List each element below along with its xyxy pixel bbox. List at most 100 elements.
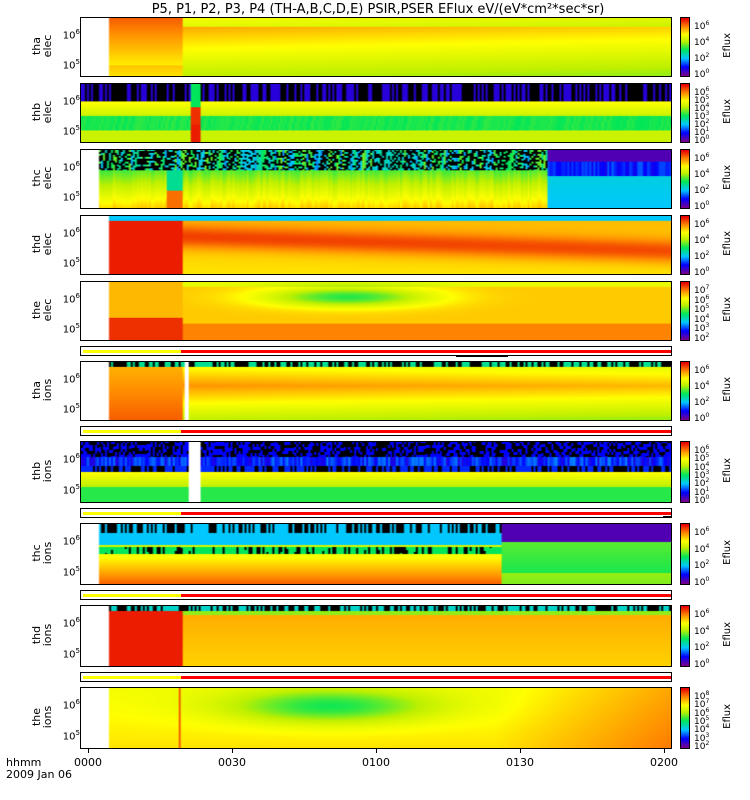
colorbar-canvas: [681, 362, 689, 420]
ytick-label: 105: [62, 321, 80, 336]
ytick-label: 105: [62, 565, 80, 579]
colorbar-tick-label: 102: [694, 52, 710, 64]
colorbar-thb-elec: [680, 83, 690, 143]
colorbar-tick-label: 106: [694, 293, 710, 306]
spectrogram-canvas-thb-elec: [81, 84, 671, 142]
colorbar-tick-label: 104: [694, 460, 710, 473]
mode-segment-yellow: [83, 350, 181, 353]
x-tick-label: 0000: [74, 756, 102, 769]
x-tick-mark: [520, 748, 521, 753]
colorbar-label: Eflux: [722, 704, 733, 729]
mode-segment-yellow: [83, 594, 181, 597]
colorbar-tick-label: 103: [694, 110, 710, 122]
mode-marker: [456, 355, 508, 357]
colorbar-canvas: [681, 282, 689, 340]
colorbar-label: Eflux: [722, 458, 733, 483]
ylabel-tha-elec: tha elec: [30, 28, 54, 64]
mode-bar-the-elec: [80, 346, 672, 357]
colorbar-tick-label: 106: [694, 86, 710, 98]
mode-segment-yellow: [83, 676, 181, 679]
ylabel-thd-elec: thd elec: [30, 226, 54, 262]
colorbar-tick-label: 104: [694, 234, 710, 246]
colorbar-tick-label: 106: [694, 526, 710, 538]
ylabel-line: elec: [41, 34, 54, 58]
colorbar-tick-label: 102: [694, 396, 710, 408]
colorbar-thd-elec: [680, 215, 690, 275]
ytick-label: 105: [62, 255, 80, 270]
colorbar-tick-label: 106: [694, 152, 710, 164]
ytick-label: 106: [62, 225, 80, 240]
spectrogram-canvas-the-elec: [81, 282, 671, 340]
chart-title: P5, P1, P2, P3, P4 (TH-A,B,C,D,E) PSIR,P…: [151, 2, 605, 17]
mode-bar-thb-ions: [80, 508, 672, 518]
colorbar-thc-elec: [680, 149, 690, 209]
colorbar-tick-label: 100: [694, 68, 710, 80]
colorbar-label: Eflux: [722, 540, 733, 565]
colorbar-canvas: [681, 442, 689, 502]
x-tick-label: 0030: [218, 756, 246, 769]
ytick-label: 106: [62, 452, 80, 466]
colorbar-thc-ions: [680, 523, 690, 585]
ylabel-line: ions: [41, 623, 54, 647]
colorbar-the-elec: [680, 281, 690, 341]
mode-segment-yellow: [83, 430, 181, 433]
ytick-label: 105: [62, 729, 80, 743]
spectrogram-canvas-the-ions: [81, 688, 671, 748]
x-tick-mark: [88, 748, 89, 753]
spectrogram-the-ions: [80, 687, 672, 749]
colorbar-tick-label: 102: [694, 250, 710, 262]
mode-segment-red: [181, 430, 671, 433]
colorbar-tick-label: 104: [694, 168, 710, 180]
time-format-label: hhmm: [6, 756, 42, 769]
colorbar-tick-label: 100: [694, 658, 710, 670]
colorbar-tick-label: 104: [694, 102, 710, 114]
ytick-label: 106: [62, 534, 80, 548]
spectrogram-canvas-thd-elec: [81, 216, 671, 274]
mode-segment-red: [181, 512, 671, 515]
colorbar-label: Eflux: [722, 231, 733, 256]
colorbar-tick-label: 102: [694, 184, 710, 196]
colorbar-tick-label: 104: [694, 36, 710, 48]
colorbar-tick-label: 102: [694, 559, 710, 572]
ylabel-line: elec: [41, 166, 54, 190]
spectrogram-the-elec: [80, 281, 672, 341]
ylabel-line: ions: [41, 459, 54, 483]
spectrogram-thb-elec: [80, 83, 672, 143]
ytick-label: 106: [62, 93, 80, 108]
ytick-label: 106: [62, 616, 80, 630]
colorbar-tick-label: 106: [694, 608, 710, 620]
colorbar-tick-label: 100: [694, 412, 710, 424]
x-tick-mark: [376, 748, 377, 753]
ytick-label: 106: [62, 291, 80, 306]
colorbar-tick-label: 100: [694, 200, 710, 212]
spectrogram-tha-ions: [80, 361, 672, 421]
colorbar-tick-label: 106: [694, 20, 710, 32]
mode-segment-red: [181, 676, 671, 679]
spectrogram-thc-ions: [80, 523, 672, 585]
ylabel-line: ions: [41, 378, 54, 402]
ytick-label: 105: [62, 401, 80, 416]
spectrogram-thd-elec: [80, 215, 672, 275]
ylabel-thc-ions: thc ions: [30, 535, 54, 571]
spectrogram-tha-elec: [80, 17, 672, 77]
colorbar-tick-label: 100: [694, 134, 710, 146]
colorbar-tick-label: 107: [694, 698, 710, 711]
colorbar-tick-label: 105: [694, 94, 710, 106]
ylabel-line: ions: [41, 541, 54, 565]
colorbar-tick-label: 106: [694, 364, 710, 376]
colorbar-label: Eflux: [722, 297, 733, 322]
colorbar-label: Eflux: [722, 33, 733, 58]
spectrogram-canvas-tha-elec: [81, 18, 671, 76]
colorbar-tick-label: 108: [694, 690, 710, 702]
mode-segment-red: [181, 350, 671, 353]
colorbar-tick-label: 105: [694, 452, 710, 465]
mode-bar-thd-ions: [80, 672, 672, 682]
ylabel-thc-elec: thc elec: [30, 160, 54, 196]
ylabel-the-ions: the ions: [30, 699, 54, 735]
colorbar-tick-label: 103: [694, 731, 710, 744]
colorbar-tha-elec: [680, 17, 690, 77]
x-tick-mark: [232, 748, 233, 753]
colorbar-canvas: [681, 150, 689, 208]
colorbar-label: Eflux: [722, 377, 733, 402]
colorbar-tick-label: 104: [694, 624, 710, 637]
